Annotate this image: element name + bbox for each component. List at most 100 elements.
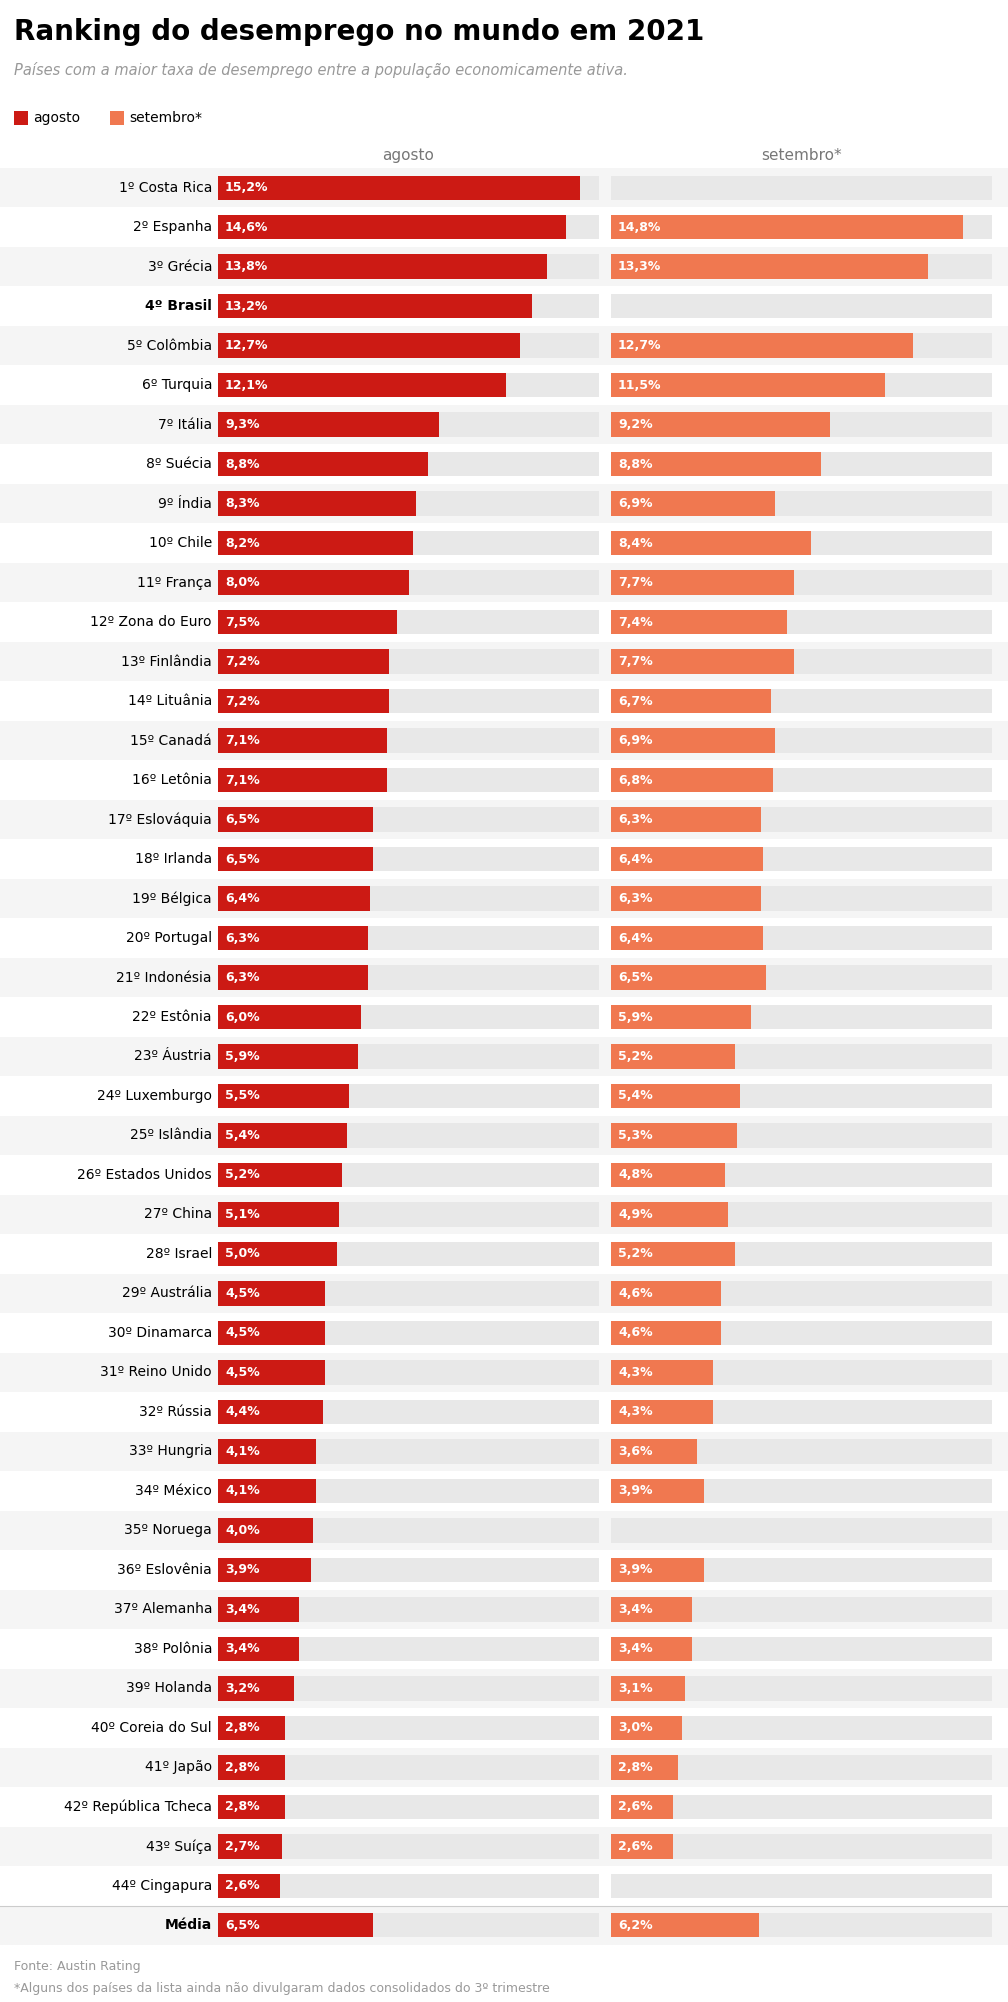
Bar: [0, 1273, 1008, 1313]
Bar: [218, 1518, 599, 1544]
Bar: [611, 372, 992, 398]
Bar: [218, 1794, 599, 1820]
Bar: [0, 643, 1008, 681]
Bar: [218, 1281, 599, 1305]
Text: 6,4%: 6,4%: [618, 931, 652, 945]
Bar: [611, 1083, 740, 1109]
Text: 2,8%: 2,8%: [225, 1762, 260, 1774]
Text: 4,4%: 4,4%: [225, 1405, 260, 1417]
Bar: [611, 1045, 735, 1069]
Text: 39º Holanda: 39º Holanda: [126, 1682, 212, 1696]
Text: 1º Costa Rica: 1º Costa Rica: [119, 180, 212, 194]
Text: 41º Japão: 41º Japão: [145, 1760, 212, 1774]
Bar: [611, 1359, 992, 1385]
Bar: [0, 326, 1008, 366]
Bar: [218, 1005, 361, 1029]
Text: 28º Israel: 28º Israel: [145, 1247, 212, 1261]
Bar: [611, 1123, 992, 1147]
Text: Países com a maior taxa de desemprego entre a população economicamente ativa.: Países com a maior taxa de desemprego en…: [14, 62, 628, 78]
Bar: [611, 571, 992, 595]
Bar: [218, 1281, 326, 1305]
Bar: [218, 689, 599, 713]
Bar: [218, 611, 599, 635]
Text: 3,9%: 3,9%: [618, 1564, 652, 1576]
Text: 14,8%: 14,8%: [618, 220, 661, 234]
Bar: [0, 208, 1008, 246]
Bar: [218, 1518, 313, 1544]
Bar: [611, 1716, 682, 1740]
Text: 6,9%: 6,9%: [618, 496, 652, 511]
Bar: [218, 1716, 284, 1740]
Text: 11º França: 11º França: [137, 577, 212, 591]
Bar: [611, 1756, 677, 1780]
Text: 6,5%: 6,5%: [225, 1918, 260, 1932]
Text: 6,4%: 6,4%: [225, 893, 260, 905]
Text: 7,1%: 7,1%: [225, 735, 260, 747]
Bar: [0, 168, 1008, 208]
Bar: [218, 1676, 294, 1700]
Bar: [218, 1359, 599, 1385]
Text: 5,9%: 5,9%: [225, 1049, 260, 1063]
Bar: [611, 1676, 992, 1700]
Bar: [611, 1598, 691, 1622]
Text: 36º Eslovênia: 36º Eslovênia: [117, 1564, 212, 1578]
Text: 5,3%: 5,3%: [618, 1129, 652, 1141]
Bar: [611, 214, 964, 240]
Bar: [218, 1203, 599, 1227]
Bar: [0, 1512, 1008, 1550]
Text: Média: Média: [164, 1918, 212, 1932]
Bar: [0, 523, 1008, 563]
Text: 8,0%: 8,0%: [225, 577, 260, 589]
Bar: [218, 214, 565, 240]
Bar: [218, 176, 580, 200]
Text: setembro*: setembro*: [761, 148, 842, 162]
Text: 10º Chile: 10º Chile: [149, 537, 212, 551]
Bar: [218, 887, 370, 911]
Text: 21º Indonésia: 21º Indonésia: [117, 971, 212, 985]
Bar: [0, 1550, 1008, 1590]
Text: 4,9%: 4,9%: [618, 1207, 652, 1221]
Text: 26º Estados Unidos: 26º Estados Unidos: [78, 1167, 212, 1181]
Bar: [0, 957, 1008, 997]
Text: 8º Suécia: 8º Suécia: [146, 456, 212, 470]
Text: 2,8%: 2,8%: [225, 1722, 260, 1734]
Bar: [218, 847, 599, 871]
Bar: [110, 110, 124, 124]
Bar: [218, 334, 599, 358]
Bar: [218, 887, 599, 911]
Bar: [218, 294, 532, 318]
Bar: [611, 571, 794, 595]
Bar: [218, 1914, 599, 1938]
Text: 13,3%: 13,3%: [618, 260, 661, 272]
Text: 6,9%: 6,9%: [618, 735, 652, 747]
Text: 23º Áustria: 23º Áustria: [134, 1049, 212, 1063]
Bar: [611, 965, 992, 989]
Text: 4,3%: 4,3%: [618, 1365, 652, 1379]
Bar: [0, 563, 1008, 603]
Text: 5,9%: 5,9%: [618, 1011, 652, 1023]
Bar: [0, 801, 1008, 839]
Text: 5,4%: 5,4%: [225, 1129, 260, 1141]
Bar: [611, 1914, 759, 1938]
Text: 12,7%: 12,7%: [618, 338, 661, 352]
Bar: [218, 1794, 284, 1820]
Text: 5,4%: 5,4%: [618, 1089, 653, 1103]
Text: 5,0%: 5,0%: [225, 1247, 260, 1261]
Bar: [0, 1826, 1008, 1866]
Bar: [218, 1676, 599, 1700]
Text: 30º Dinamarca: 30º Dinamarca: [108, 1325, 212, 1339]
Bar: [218, 925, 599, 951]
Bar: [218, 1241, 599, 1265]
Text: 6,5%: 6,5%: [225, 853, 260, 865]
Bar: [611, 1163, 992, 1187]
Text: 4,3%: 4,3%: [618, 1405, 652, 1417]
Bar: [611, 649, 794, 675]
Text: 6,2%: 6,2%: [618, 1918, 652, 1932]
Bar: [611, 1005, 752, 1029]
Bar: [0, 286, 1008, 326]
Bar: [611, 412, 830, 436]
Bar: [611, 1756, 992, 1780]
Bar: [0, 1391, 1008, 1431]
Bar: [0, 919, 1008, 957]
Bar: [611, 807, 992, 831]
